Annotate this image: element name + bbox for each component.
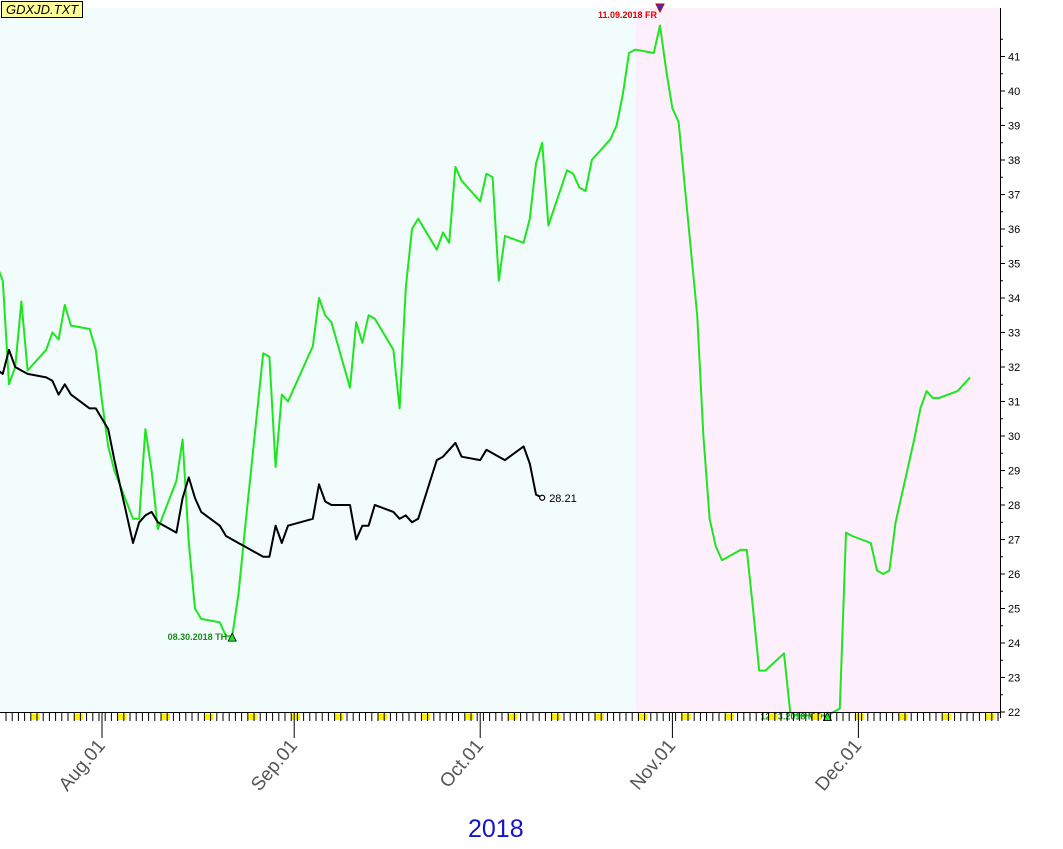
week-marker bbox=[638, 714, 648, 720]
y-tick-label: 27 bbox=[1008, 535, 1020, 547]
y-tick-label: 22 bbox=[1008, 707, 1020, 719]
annotation-label: 11.09.2018 FR bbox=[598, 10, 658, 20]
week-marker bbox=[378, 714, 387, 720]
week-marker bbox=[725, 714, 735, 720]
green-price-line bbox=[0, 24, 971, 717]
y-tick-label: 25 bbox=[1008, 604, 1020, 616]
week-marker bbox=[247, 714, 257, 720]
x-tick-label: Aug.01 bbox=[55, 736, 110, 796]
peak-marker bbox=[655, 3, 665, 14]
y-tick-label: 28 bbox=[1008, 500, 1020, 512]
last-value-marker bbox=[539, 494, 546, 501]
y-tick-label: 32 bbox=[1008, 362, 1020, 374]
series-group: 28.21 bbox=[0, 24, 971, 717]
week-marker bbox=[898, 714, 908, 720]
week-marker bbox=[30, 714, 40, 720]
week-marker bbox=[812, 714, 821, 720]
week-marker bbox=[508, 714, 518, 720]
week-marker bbox=[681, 714, 691, 720]
background-region bbox=[0, 8, 636, 712]
y-tick-label: 35 bbox=[1008, 259, 1020, 271]
y-tick-label: 39 bbox=[1008, 121, 1020, 133]
annotation-label: 08.30.2018 TH bbox=[168, 632, 228, 642]
week-marker bbox=[551, 714, 561, 720]
y-tick-label: 26 bbox=[1008, 569, 1020, 581]
background-region bbox=[635, 8, 1000, 712]
week-marker bbox=[595, 714, 604, 720]
trough-marker bbox=[227, 632, 237, 642]
annotations-group: 08.30.2018 TH 11.09.2018 FR 12.03.2018 MO bbox=[168, 3, 833, 721]
y-tick-label: 41 bbox=[1008, 52, 1020, 64]
y-tick-label: 29 bbox=[1008, 466, 1020, 478]
last-value-label: 28.21 bbox=[549, 493, 577, 505]
week-marker bbox=[334, 714, 344, 720]
background-regions bbox=[0, 8, 1000, 712]
y-tick-label: 34 bbox=[1008, 293, 1020, 305]
week-marker bbox=[74, 714, 84, 720]
y-tick-label: 36 bbox=[1008, 224, 1020, 236]
week-marker bbox=[291, 714, 301, 720]
x-tick-label: Nov.01 bbox=[626, 736, 680, 795]
week-marker bbox=[161, 714, 170, 720]
black-price-line bbox=[0, 348, 543, 558]
week-marker bbox=[985, 714, 995, 720]
x-tick-label: Oct.01 bbox=[436, 736, 488, 792]
y-tick-label: 30 bbox=[1008, 431, 1020, 443]
y-tick-label: 23 bbox=[1008, 673, 1020, 685]
week-marker bbox=[117, 714, 127, 720]
year-label: 2018 bbox=[468, 815, 524, 843]
week-marker bbox=[464, 714, 474, 720]
x-tick-label: Sep.01 bbox=[247, 736, 302, 796]
y-tick-label: 31 bbox=[1008, 397, 1020, 409]
chart-title: GDXJD.TXT bbox=[1, 1, 84, 18]
y-tick-label: 24 bbox=[1008, 638, 1020, 650]
y-tick-label: 33 bbox=[1008, 328, 1020, 340]
x-tick-label: Dec.01 bbox=[811, 736, 866, 796]
trough-marker bbox=[822, 711, 833, 721]
week-marker bbox=[204, 714, 214, 720]
y-tick-label: 37 bbox=[1008, 190, 1020, 202]
y-tick-label: 40 bbox=[1008, 86, 1020, 98]
week-marker bbox=[942, 714, 952, 720]
week-marker bbox=[768, 714, 778, 720]
week-marker bbox=[855, 714, 865, 720]
annotation-label: 12.03.2018 MO bbox=[760, 711, 822, 721]
week-marker bbox=[421, 714, 431, 720]
y-tick-label: 38 bbox=[1008, 155, 1020, 167]
